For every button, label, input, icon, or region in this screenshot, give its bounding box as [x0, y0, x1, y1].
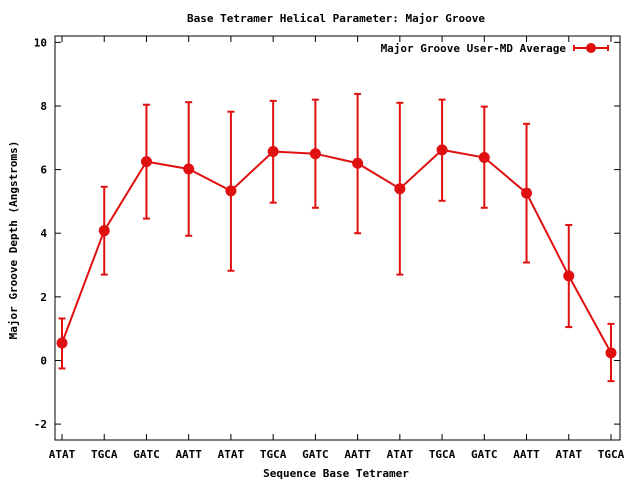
data-point [605, 347, 617, 359]
data-point [267, 145, 279, 157]
x-tick-label: GATC [471, 448, 498, 461]
y-tick-label: 6 [40, 164, 47, 177]
x-tick-label: ATAT [218, 448, 245, 461]
data-point [563, 270, 575, 282]
data-point [478, 152, 490, 164]
y-tick-label: 10 [34, 36, 47, 49]
x-tick-label: AATT [513, 448, 540, 461]
legend: Major Groove User-MD Average [381, 42, 609, 55]
data-point [352, 157, 364, 169]
legend-marker [586, 43, 596, 53]
data-point [56, 337, 68, 349]
y-tick-label: 8 [40, 100, 47, 113]
x-tick-label: ATAT [387, 448, 414, 461]
series-layer [56, 92, 617, 383]
x-tick-label: AATT [175, 448, 202, 461]
y-tick-label: 2 [40, 291, 47, 304]
x-tick-label: AATT [344, 448, 371, 461]
data-point [183, 163, 195, 175]
plot-frame [54, 35, 621, 441]
x-tick-label: ATAT [556, 448, 583, 461]
series-line [61, 148, 612, 354]
data-point [140, 156, 152, 168]
x-axis-label: Sequence Base Tetramer [263, 467, 409, 480]
data-point [436, 144, 448, 156]
data-point [394, 183, 406, 195]
data-point [225, 185, 237, 197]
data-point [98, 225, 110, 237]
y-tick-label: -2 [34, 418, 47, 431]
chart-title: Base Tetramer Helical Parameter: Major G… [187, 12, 485, 25]
x-tick-label: TGCA [91, 448, 118, 461]
x-tick-label: TGCA [598, 448, 625, 461]
data-point [309, 148, 321, 160]
y-axis-label: Major Groove Depth (Angstroms) [7, 141, 20, 340]
x-tick-label: GATC [302, 448, 329, 461]
y-tick-label: 0 [40, 354, 47, 367]
data-point [521, 187, 533, 199]
x-tick-label: GATC [133, 448, 160, 461]
x-tick-label: TGCA [429, 448, 456, 461]
x-tick-label: ATAT [49, 448, 76, 461]
x-tick-label: TGCA [260, 448, 287, 461]
y-tick-label: 4 [40, 227, 47, 240]
legend-label: Major Groove User-MD Average [381, 42, 567, 55]
axes: -2 0 2 4 6 8 10 ATAT TGCA GATC AATT ATAT TGCA GATC AAT… [34, 35, 625, 461]
